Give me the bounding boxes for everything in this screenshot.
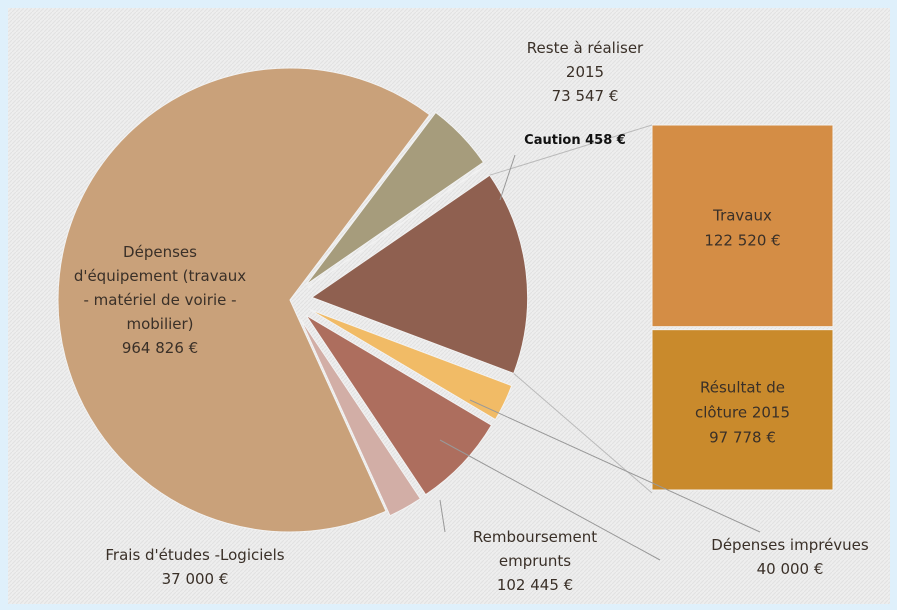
slice-label-line: mobilier) xyxy=(126,315,193,333)
slice-label: Remboursement emprunts 102 445 € xyxy=(473,528,597,594)
leader-line xyxy=(439,439,661,561)
pie-slice xyxy=(300,318,422,517)
slice-label: Caution 458 € xyxy=(524,133,626,148)
bar-segment xyxy=(651,124,834,328)
pie-slice xyxy=(305,314,493,496)
bar-label: Résultat de clôture 2015 97 778 € xyxy=(695,378,790,446)
slice-label-line: Reste à réaliser xyxy=(527,39,644,57)
slice-label: Reste à réaliser 2015 73 547 € xyxy=(527,39,644,105)
leader-line xyxy=(499,154,516,201)
leader-line xyxy=(469,399,761,533)
slice-label-line: Dépenses imprévues xyxy=(711,536,869,554)
pie-slice xyxy=(309,309,513,421)
connector-line xyxy=(513,373,653,494)
bar-label-line: Travaux xyxy=(712,206,772,224)
bar-label: Travaux 122 520 € xyxy=(704,206,780,249)
bar-value-label: 97 778 € xyxy=(709,428,776,446)
slice-label-line: Dépenses xyxy=(123,243,197,261)
slice-value-label: 40 000 € xyxy=(757,560,824,578)
slice-label-line: Frais d'études -Logiciels xyxy=(105,546,284,564)
slice-label-line: Remboursement xyxy=(473,528,597,546)
pie-slice-other xyxy=(310,174,529,375)
slice-label: Dépenses d'équipement (travaux - matériel … xyxy=(74,243,246,357)
slice-value-label: 73 547 € xyxy=(552,87,619,105)
slice-label-line: d'équipement (travaux xyxy=(74,267,246,285)
pie-slice xyxy=(57,67,431,533)
bar-label-line: Résultat de xyxy=(700,378,785,396)
slice-value-label: 102 445 € xyxy=(497,576,573,594)
slice-label: Frais d'études -Logiciels 37 000 € xyxy=(105,546,284,588)
leader-line xyxy=(439,499,446,533)
slice-label-line: - matériel de voirie - xyxy=(83,291,236,309)
slice-value-label: 37 000 € xyxy=(162,570,229,588)
pie-slice xyxy=(307,164,487,288)
connector-line xyxy=(489,124,653,176)
bar-label-line: clôture 2015 xyxy=(695,403,790,421)
slice-label-line: 2015 xyxy=(566,63,604,81)
slice-label-line: emprunts xyxy=(499,552,571,570)
slice-label-name: Caution xyxy=(524,133,580,148)
slice-value-label: 964 826 € xyxy=(122,339,198,357)
bar-segment xyxy=(651,329,834,491)
slice-label: Dépenses imprévues 40 000 € xyxy=(711,536,869,578)
pie-slice xyxy=(305,111,485,286)
bar-value-label: 122 520 € xyxy=(704,231,780,249)
slice-value-label: 458 € xyxy=(585,133,626,148)
